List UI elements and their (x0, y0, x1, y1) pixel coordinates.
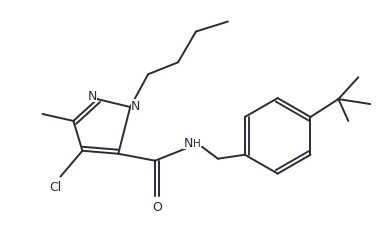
Text: N: N (130, 99, 140, 112)
Text: N: N (88, 89, 97, 102)
Text: Cl: Cl (50, 180, 62, 193)
Text: H: H (193, 138, 201, 148)
Text: N: N (183, 137, 193, 150)
Text: O: O (152, 200, 162, 213)
